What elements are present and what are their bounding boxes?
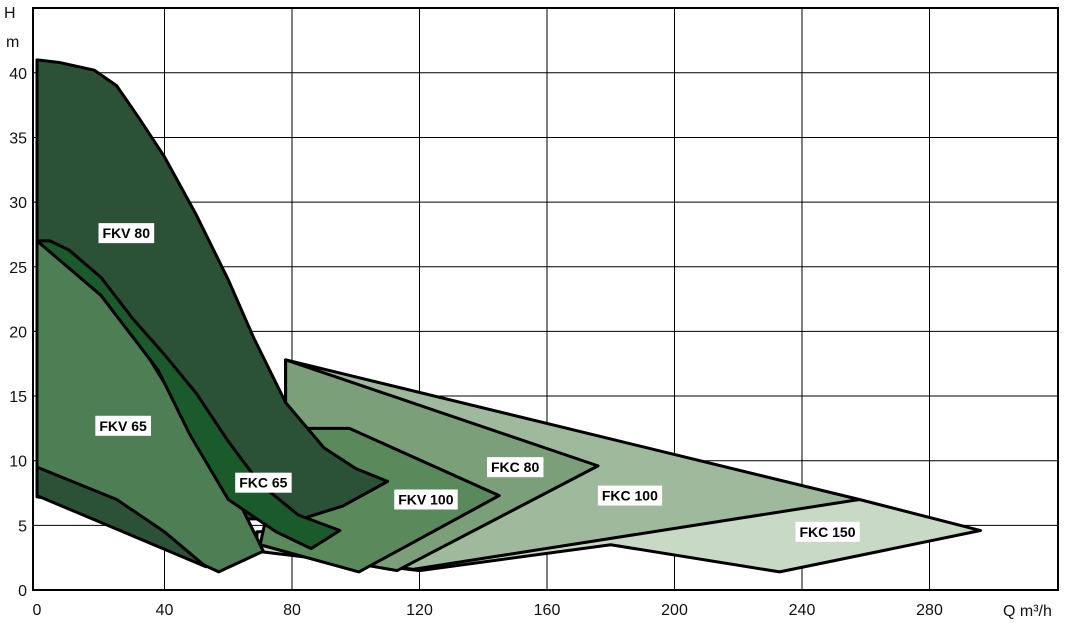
y-axis-unit: m	[6, 34, 19, 51]
y-tick-label: 40	[9, 66, 27, 83]
svg-text:FKV 80: FKV 80	[103, 225, 151, 241]
x-tick-label: 40	[156, 602, 174, 619]
y-tick-label: 10	[9, 454, 27, 471]
region-label-fkv-65: FKV 65	[95, 416, 151, 436]
svg-text:FKV 100: FKV 100	[398, 491, 453, 507]
x-tick-label: 200	[661, 602, 688, 619]
svg-text:FKC 65: FKC 65	[239, 475, 287, 491]
y-axis-label: H	[4, 5, 16, 22]
x-tick-labels: 0 40 80 120 160 200 240 280	[33, 602, 943, 619]
y-tick-label: 25	[9, 260, 27, 277]
svg-text:FKC 80: FKC 80	[491, 459, 539, 475]
y-tick-label: 0	[18, 583, 27, 600]
region-label-fkc-80: FKC 80	[487, 457, 543, 477]
x-tick-label: 0	[33, 602, 42, 619]
svg-text:FKC 100: FKC 100	[602, 488, 658, 504]
x-axis-label: Q m³/h	[1003, 603, 1052, 620]
region-label-fkv-100: FKV 100	[394, 489, 457, 509]
svg-text:FKV 65: FKV 65	[99, 418, 147, 434]
region-label-fkc-150: FKC 150	[795, 522, 859, 542]
y-tick-labels: 0 5 10 15 20 25 30 35 40	[9, 66, 27, 600]
region-label-fkv-80: FKV 80	[99, 223, 155, 243]
regions	[37, 60, 981, 572]
y-tick-label: 35	[9, 130, 27, 147]
x-tick-label: 240	[789, 602, 816, 619]
region-label-fkc-100: FKC 100	[598, 486, 662, 506]
region-label-fkc-65: FKC 65	[235, 473, 291, 493]
y-tick-label: 15	[9, 389, 27, 406]
x-tick-label: 80	[283, 602, 301, 619]
y-tick-label: 5	[18, 518, 27, 535]
x-tick-label: 120	[406, 602, 433, 619]
x-tick-label: 280	[916, 602, 943, 619]
y-tick-label: 20	[9, 324, 27, 341]
svg-text:FKC 150: FKC 150	[799, 524, 855, 540]
y-tick-label: 30	[9, 195, 27, 212]
x-tick-label: 160	[534, 602, 561, 619]
